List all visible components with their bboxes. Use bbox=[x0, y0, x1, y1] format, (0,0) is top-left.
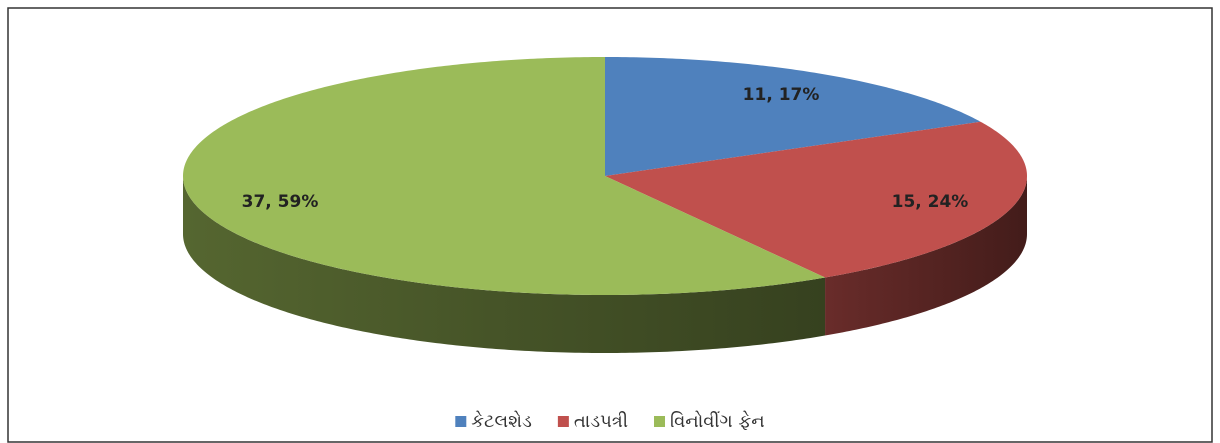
pie-slice bbox=[605, 57, 981, 176]
legend-swatch bbox=[654, 416, 666, 427]
legend-label: વિનોવીંગ ફેન bbox=[670, 411, 765, 432]
pie-slice bbox=[183, 57, 826, 295]
data-label: 37, 59% bbox=[242, 192, 319, 212]
legend-swatch bbox=[455, 416, 467, 427]
pie-side bbox=[825, 176, 1027, 336]
legend-swatch bbox=[557, 416, 569, 427]
legend-label: તાડપત્રી bbox=[574, 411, 628, 432]
pie-slice bbox=[605, 121, 1027, 278]
data-label: 11, 17% bbox=[743, 85, 820, 105]
data-label: 15, 24% bbox=[892, 192, 969, 212]
pie-side bbox=[183, 176, 826, 353]
legend-label: કેટલશેડ bbox=[471, 411, 532, 432]
